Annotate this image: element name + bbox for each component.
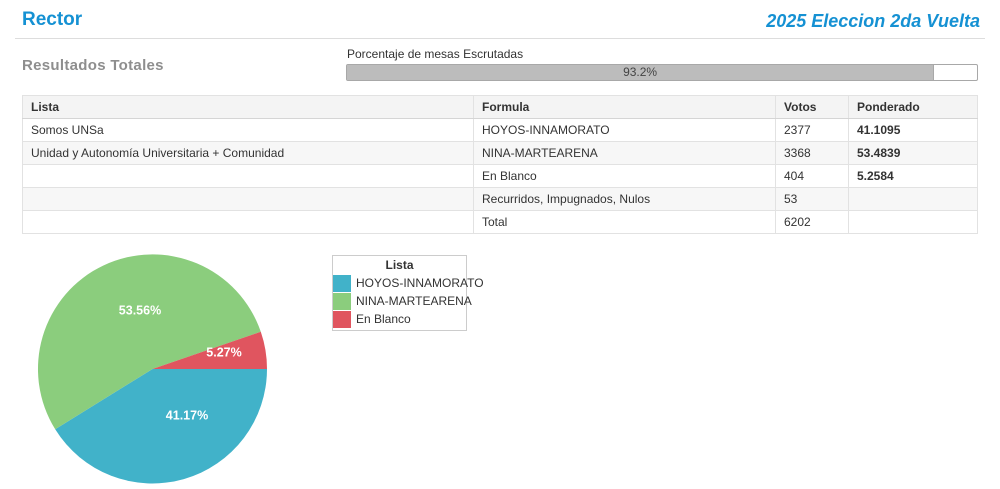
progress-fill: 93.2%: [347, 65, 935, 80]
cell-votos: 3368: [775, 141, 849, 165]
cell-ponderado: [848, 187, 978, 211]
legend-item: En Blanco: [333, 311, 466, 328]
progress-value: 93.2%: [623, 65, 658, 79]
page-title: Rector: [22, 9, 83, 30]
cell-lista: Somos UNSa: [22, 118, 474, 142]
election-subtitle: 2025 Eleccion 2da Vuelta: [766, 11, 980, 31]
cell-ponderado: 41.1095: [848, 118, 978, 142]
legend-item: HOYOS-INNAMORATO: [333, 275, 484, 292]
col-header-ponderado: Ponderado: [848, 95, 978, 119]
cell-formula: NINA-MARTEARENA: [473, 141, 776, 165]
chart-legend: Lista HOYOS-INNAMORATO NINA-MARTEARENA En …: [332, 255, 484, 331]
section-title: Resultados Totales: [22, 57, 164, 74]
pie-slice-hoyos-innamorato: [55, 369, 268, 484]
cell-ponderado: 5.2584: [848, 164, 978, 188]
cell-lista: [22, 164, 474, 188]
pie-chart: 41.17% 53.56% 5.27%: [37, 254, 268, 484]
table-header-row: Lista Formula Votos Ponderado: [22, 95, 978, 119]
cell-votos: 404: [775, 164, 849, 188]
cell-lista: [22, 187, 474, 211]
pie-slice-en-blanco: [152, 331, 267, 369]
cell-formula: HOYOS-INNAMORATO: [473, 118, 776, 142]
pie-slice-label: 53.56%: [119, 303, 161, 317]
legend-label: NINA-MARTEARENA: [356, 294, 472, 308]
cell-formula: Total: [473, 210, 776, 234]
cell-ponderado: [848, 210, 978, 234]
legend-label: En Blanco: [356, 312, 411, 326]
pie-slice-label: 5.27%: [206, 345, 241, 359]
table-row: Total 6202: [22, 210, 978, 234]
results-table: Lista Formula Votos Ponderado Somos UNSa…: [22, 95, 978, 234]
pie-slice-label: 41.17%: [166, 408, 208, 422]
cell-votos: 53: [775, 187, 849, 211]
col-header-lista: Lista: [22, 95, 474, 119]
cell-lista: Unidad y Autonomía Universitaria + Comun…: [22, 141, 474, 165]
legend-swatch-icon: [333, 275, 351, 292]
cell-formula: En Blanco: [473, 164, 776, 188]
header-divider: [15, 38, 985, 39]
cell-votos: 2377: [775, 118, 849, 142]
cell-lista: [22, 210, 474, 234]
table-row: Recurridos, Impugnados, Nulos 53: [22, 187, 978, 211]
legend-label: HOYOS-INNAMORATO: [356, 276, 484, 290]
table-row: Unidad y Autonomía Universitaria + Comun…: [22, 141, 978, 165]
col-header-votos: Votos: [775, 95, 849, 119]
legend-swatch-icon: [333, 311, 351, 328]
progress-bar: 93.2%: [346, 64, 978, 81]
table-row: Somos UNSa HOYOS-INNAMORATO 2377 41.1095: [22, 118, 978, 142]
col-header-formula: Formula: [473, 95, 776, 119]
pie-slice-nina-martearena: [37, 254, 261, 430]
cell-votos: 6202: [775, 210, 849, 234]
legend-item: NINA-MARTEARENA: [333, 293, 472, 310]
progress-label: Porcentaje de mesas Escrutadas: [347, 47, 524, 61]
cell-formula: Recurridos, Impugnados, Nulos: [473, 187, 776, 211]
cell-ponderado: 53.4839: [848, 141, 978, 165]
table-row: En Blanco 404 5.2584: [22, 164, 978, 188]
legend-swatch-icon: [333, 293, 351, 310]
legend-title: Lista: [385, 258, 414, 272]
